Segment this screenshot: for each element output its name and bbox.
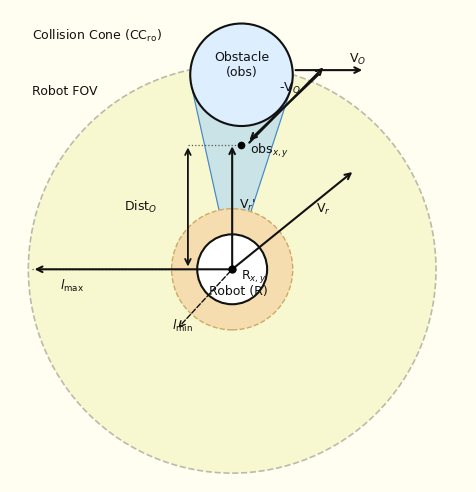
Text: $l_{\mathrm{max}}$: $l_{\mathrm{max}}$ (60, 278, 84, 294)
Circle shape (172, 209, 293, 330)
Text: -V$_{O}$: -V$_{O}$ (279, 81, 300, 96)
Circle shape (29, 65, 436, 473)
Text: R$_{x,y}$: R$_{x,y}$ (241, 268, 267, 285)
Text: V$_{O}$: V$_{O}$ (348, 52, 366, 67)
Text: V$_{r}$: V$_{r}$ (316, 202, 331, 217)
Text: Robot FOV: Robot FOV (32, 85, 97, 97)
Polygon shape (190, 24, 293, 269)
Text: $l_{\mathrm{min}}$: $l_{\mathrm{min}}$ (172, 318, 193, 334)
Text: Dist$_{O}$: Dist$_{O}$ (124, 199, 157, 215)
Circle shape (197, 234, 267, 304)
Text: Obstacle
(obs): Obstacle (obs) (214, 52, 269, 79)
Text: Robot (R): Robot (R) (208, 285, 268, 298)
Text: Collision Cone (CC$_{\mathregular{ro}}$): Collision Cone (CC$_{\mathregular{ro}}$) (32, 28, 162, 44)
Text: obs$_{x,y}$: obs$_{x,y}$ (249, 142, 289, 160)
Text: V$_{r}$': V$_{r}$' (239, 198, 256, 213)
Circle shape (190, 24, 293, 126)
